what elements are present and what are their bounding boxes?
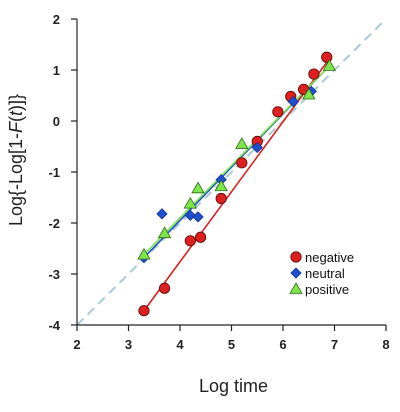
data-point-positive bbox=[157, 226, 172, 239]
legend-label: positive bbox=[305, 282, 349, 297]
data-point-positive bbox=[214, 179, 228, 192]
data-point-positive bbox=[183, 196, 197, 209]
data-point-negative bbox=[195, 231, 207, 243]
data-point-neutral bbox=[192, 211, 204, 223]
y-tick-label: -3 bbox=[48, 267, 60, 282]
legend-marker-diamond bbox=[290, 267, 302, 279]
legend-item-positive: positive bbox=[289, 282, 349, 297]
x-axis-title: Log time bbox=[199, 376, 268, 396]
legend-marker-shape bbox=[290, 267, 302, 279]
data-point-layer bbox=[137, 51, 337, 317]
legend-marker-circle bbox=[290, 251, 302, 263]
data-point-positive bbox=[191, 181, 205, 194]
y-axis-title-part: Log{-Log[1- bbox=[6, 133, 26, 226]
data-point-positive bbox=[302, 87, 316, 100]
data-point-neutral bbox=[251, 141, 263, 154]
data-point-neutral bbox=[287, 95, 299, 108]
legend-item-neutral: neutral bbox=[290, 266, 345, 281]
x-tick-label: 6 bbox=[279, 337, 286, 352]
y-axis-title-part: F bbox=[6, 121, 26, 133]
data-point-negative bbox=[236, 157, 248, 169]
y-tick-label: 1 bbox=[53, 63, 60, 78]
y-tick-label: 0 bbox=[53, 114, 60, 129]
legend-marker-shape bbox=[290, 251, 302, 263]
x-tick-label: 8 bbox=[382, 337, 389, 352]
x-tick-label: 2 bbox=[73, 337, 80, 352]
data-point-negative bbox=[215, 192, 227, 205]
x-tick-label: 5 bbox=[228, 337, 235, 352]
data-point-negative bbox=[308, 68, 320, 80]
fit-line-positive bbox=[143, 65, 330, 256]
legend-marker-triangle bbox=[289, 282, 303, 294]
y-axis-title: Log{-Log[1-F(t)]} bbox=[6, 94, 26, 226]
data-point-negative bbox=[184, 235, 196, 247]
legend-label: negative bbox=[305, 250, 354, 265]
data-point-negative bbox=[138, 305, 150, 317]
data-point-neutral bbox=[184, 209, 196, 221]
data-point-positive bbox=[322, 59, 337, 71]
y-axis-title-part: ( bbox=[6, 116, 26, 122]
tick-layer: 2 3 4 5 6 7 8 -4 -3 -2 -1 0 1 2 bbox=[48, 12, 389, 352]
y-tick-label: -4 bbox=[48, 318, 60, 333]
data-point-negative bbox=[321, 51, 333, 63]
fit-line-negative bbox=[143, 58, 330, 312]
y-axis-title-part: t bbox=[6, 110, 26, 116]
x-tick-label: 4 bbox=[176, 337, 184, 352]
y-tick-label: -1 bbox=[48, 165, 60, 180]
x-tick-label: 7 bbox=[331, 337, 338, 352]
x-tick-label: 3 bbox=[125, 337, 132, 352]
data-point-positive bbox=[137, 247, 151, 260]
y-tick-label: 2 bbox=[53, 12, 60, 27]
y-tick-label: -2 bbox=[48, 216, 60, 231]
y-axis-title-part: )]} bbox=[6, 94, 26, 111]
data-point-negative bbox=[272, 106, 284, 118]
data-point-negative bbox=[158, 282, 171, 294]
data-point-positive bbox=[235, 137, 249, 149]
data-point-neutral bbox=[156, 208, 168, 220]
legend-marker-shape bbox=[289, 282, 303, 294]
legend: negative neutral positive bbox=[289, 250, 354, 297]
legend-label: neutral bbox=[305, 266, 345, 281]
legend-item-negative: negative bbox=[290, 250, 354, 265]
